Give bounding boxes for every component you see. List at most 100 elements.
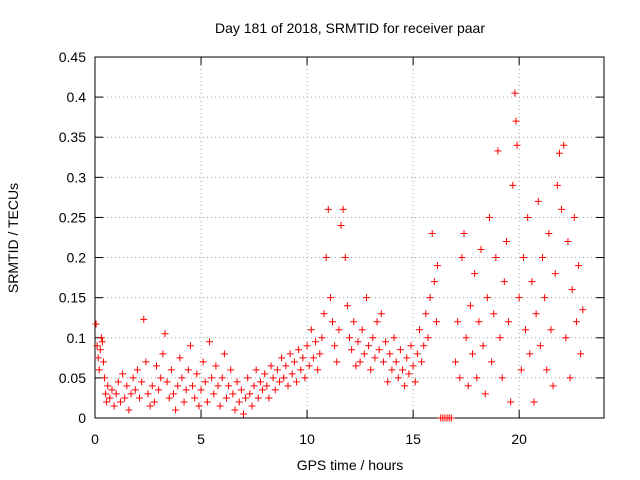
- data-point: [375, 346, 383, 354]
- data-point: [401, 382, 409, 390]
- data-point: [434, 262, 442, 270]
- data-point: [242, 394, 250, 402]
- data-point: [301, 374, 309, 382]
- data-point: [316, 350, 324, 358]
- data-point: [150, 398, 158, 406]
- data-point: [458, 254, 466, 262]
- data-point: [98, 338, 106, 346]
- y-tick-label: 0.15: [59, 290, 86, 306]
- data-point: [413, 350, 421, 358]
- x-tick-label: 0: [91, 431, 99, 447]
- data-point: [403, 354, 411, 362]
- data-point: [456, 374, 464, 382]
- data-point: [341, 254, 349, 262]
- data-point: [276, 378, 284, 386]
- data-point: [545, 229, 553, 237]
- data-point: [399, 366, 407, 374]
- data-point: [512, 117, 520, 125]
- data-point: [250, 382, 258, 390]
- data-point: [203, 398, 211, 406]
- data-point: [432, 318, 440, 326]
- data-point: [101, 374, 109, 382]
- data-point: [343, 302, 351, 310]
- data-point: [254, 394, 262, 402]
- data-point: [138, 378, 146, 386]
- data-point: [284, 382, 292, 390]
- data-point: [348, 346, 356, 354]
- y-tick-label: 0.4: [67, 89, 87, 105]
- x-axis-tick-labels: 0 5 10 15 20: [91, 431, 527, 447]
- data-point: [169, 390, 177, 398]
- data-point: [354, 338, 362, 346]
- data-point: [390, 334, 398, 342]
- data-point: [367, 366, 375, 374]
- data-point: [140, 315, 148, 323]
- chart-grid: [95, 57, 604, 418]
- data-point: [394, 374, 402, 382]
- plot-frame: [94, 56, 605, 419]
- data-point: [182, 386, 190, 394]
- data-point: [174, 382, 182, 390]
- data-point: [212, 362, 220, 370]
- data-point: [96, 346, 104, 354]
- data-point: [123, 382, 131, 390]
- data-point: [186, 342, 194, 350]
- data-point: [568, 286, 576, 294]
- data-point: [146, 402, 154, 410]
- data-point: [511, 89, 519, 97]
- data-point: [337, 221, 345, 229]
- data-point: [365, 342, 373, 350]
- data-point: [129, 374, 137, 382]
- data-point: [106, 394, 114, 402]
- y-axis-tick-labels: 0 0.05 0.1 0.15 0.2 0.25 0.3 0.35 0.4 0.45: [59, 49, 86, 426]
- data-point: [324, 205, 332, 213]
- data-point: [420, 342, 428, 350]
- data-point: [331, 342, 339, 350]
- data-point: [252, 366, 260, 374]
- data-point: [165, 394, 173, 402]
- data-point: [144, 390, 152, 398]
- data-point: [496, 334, 504, 342]
- data-point: [180, 398, 188, 406]
- data-point: [286, 350, 294, 358]
- data-point: [305, 362, 313, 370]
- data-point: [93, 342, 101, 350]
- data-point: [492, 254, 500, 262]
- data-point: [133, 366, 141, 374]
- data-point: [206, 338, 214, 346]
- data-point: [534, 197, 542, 205]
- data-point: [178, 374, 186, 382]
- data-point: [555, 149, 563, 157]
- data-point: [447, 414, 455, 422]
- data-point: [256, 378, 264, 386]
- data-point: [572, 318, 580, 326]
- data-point: [560, 141, 568, 149]
- data-point: [536, 342, 544, 350]
- data-point: [500, 278, 508, 286]
- data-point: [167, 366, 175, 374]
- data-point: [532, 310, 540, 318]
- data-point: [479, 342, 487, 350]
- data-point: [231, 406, 239, 414]
- data-point: [549, 382, 557, 390]
- data-point: [464, 382, 472, 390]
- data-point: [579, 306, 587, 314]
- data-point: [384, 378, 392, 386]
- data-point: [577, 350, 585, 358]
- data-point: [125, 406, 133, 414]
- data-point: [193, 370, 201, 378]
- data-point: [373, 318, 381, 326]
- data-point: [280, 374, 288, 382]
- data-point: [309, 354, 317, 362]
- data-point: [246, 390, 254, 398]
- data-point: [176, 354, 184, 362]
- data-point: [515, 294, 523, 302]
- data-point: [214, 382, 222, 390]
- y-tick-label: 0.45: [59, 49, 86, 65]
- y-tick-label: 0.05: [59, 370, 86, 386]
- data-point: [570, 213, 578, 221]
- data-point: [116, 398, 124, 406]
- data-point: [528, 278, 536, 286]
- data-point: [352, 362, 360, 370]
- data-point: [547, 326, 555, 334]
